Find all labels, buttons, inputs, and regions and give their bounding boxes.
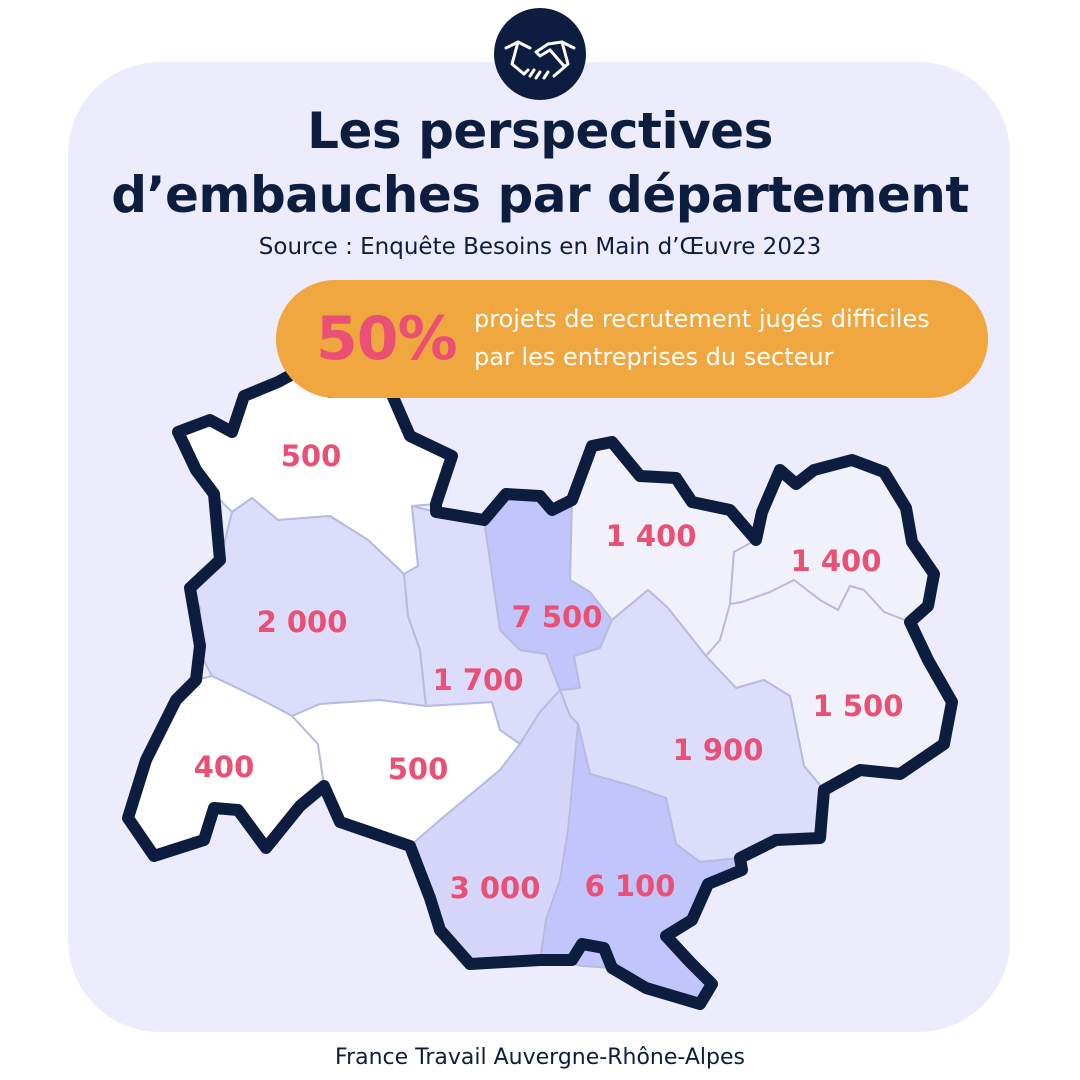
value-loire: 1 700: [433, 663, 524, 697]
highlight-line-1: projets de recrutement jugés difficiles: [474, 305, 930, 333]
title-line-2: d’embauches par département: [111, 166, 969, 224]
value-ain: 1 400: [606, 519, 697, 553]
highlight-description: projets de recrutement jugés difficiles …: [474, 300, 930, 376]
highlight-percent: 50%: [316, 304, 458, 374]
value-allier: 500: [281, 439, 342, 473]
region-outline: [122, 364, 958, 1010]
handshake-icon: [504, 40, 576, 80]
value-puy-de-dome: 2 000: [257, 605, 348, 639]
value-cantal: 400: [194, 750, 255, 784]
value-drome: 6 100: [585, 869, 676, 903]
value-haute-loire: 500: [388, 752, 449, 786]
value-ardeche: 3 000: [450, 871, 541, 905]
highlight-line-2: par les entreprises du secteur: [474, 343, 834, 371]
value-haute-savoie: 1 400: [791, 544, 882, 578]
source-caption: Source : Enquête Besoins en Main d’Œuvre…: [258, 234, 822, 260]
highlight-banner: 50% projets de recrutement jugés diffici…: [276, 280, 988, 398]
value-rhone: 7 500: [512, 600, 603, 634]
footer-credit: France Travail Auvergne-Rhône-Alpes: [335, 1045, 745, 1070]
handshake-badge: [494, 8, 586, 100]
value-savoie: 1 500: [813, 689, 904, 723]
department-values: 500 2 000 400 500 1 700 7 500 1 400 1 40…: [194, 439, 904, 905]
value-isere: 1 900: [673, 733, 764, 767]
title-line-1: Les perspectives: [307, 102, 773, 160]
